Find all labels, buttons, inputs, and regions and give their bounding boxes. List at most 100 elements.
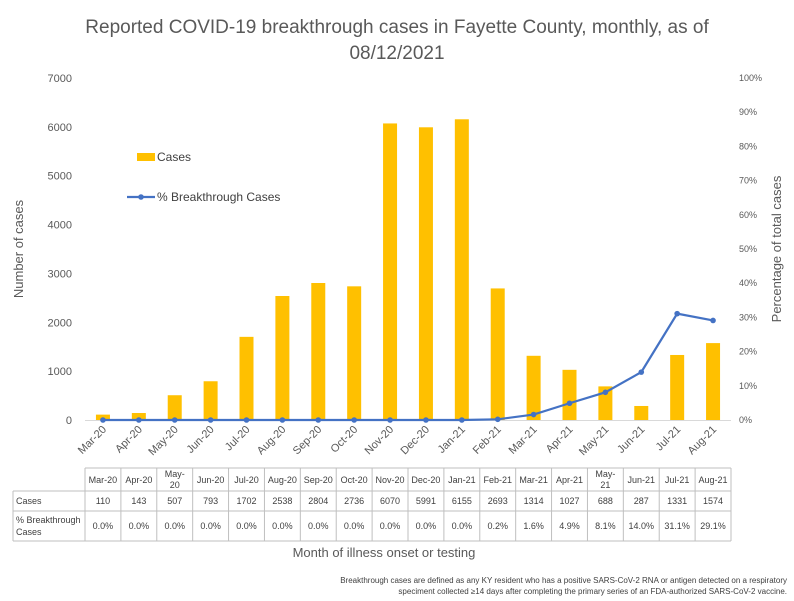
y-tick-label: 3000 xyxy=(48,268,72,280)
table-header-text: Jul-21 xyxy=(665,475,690,485)
point-Feb-21 xyxy=(494,416,501,423)
table-header-cell: Feb-21 xyxy=(483,475,512,485)
bar-Jun-20 xyxy=(203,381,218,420)
table-cell: 0.0% xyxy=(93,521,114,531)
table-cell: 143 xyxy=(131,496,146,506)
y-axis-title: Number of cases xyxy=(11,199,26,298)
bar-Jul-21 xyxy=(670,354,685,420)
point-Jul-20 xyxy=(243,417,250,423)
table-header-cell: Jun-21 xyxy=(628,475,656,485)
table-header-text: Mar-20 xyxy=(89,475,118,485)
chart-title: Reported COVID-19 breakthrough cases in … xyxy=(85,17,709,64)
x-tick-label: Oct-20 xyxy=(328,424,360,456)
y-tick-label: 6000 xyxy=(48,122,72,134)
table-cell: 1702 xyxy=(236,496,256,506)
footnote-line: speciment collected ≥14 days after compl… xyxy=(398,587,787,596)
table-cell: 0.0% xyxy=(416,521,437,531)
footnote: Breakthrough cases are defined as any KY… xyxy=(340,576,787,596)
y-tick-label: 2000 xyxy=(48,317,72,329)
point-Jun-20 xyxy=(207,417,214,423)
table-cell: 1314 xyxy=(524,496,544,506)
table-cell: 0.0% xyxy=(308,521,329,531)
table-header-cell: Jan-21 xyxy=(448,475,476,485)
bar-Mar-21 xyxy=(526,355,541,420)
footnote-line: Breakthrough cases are defined as any KY… xyxy=(340,576,787,585)
table-header-text: Mar-21 xyxy=(519,475,548,485)
table-header-cell: Sep-20 xyxy=(304,475,333,485)
bar-Feb-21 xyxy=(490,288,505,420)
point-Nov-20 xyxy=(387,417,393,423)
legend-label-cases: Cases xyxy=(157,150,191,164)
table-row-label: Cases xyxy=(16,496,42,506)
table-cell: 2736 xyxy=(344,496,364,506)
breakthrough-line xyxy=(102,312,714,422)
table-header-cell: Nov-20 xyxy=(376,475,405,485)
y-tick-label: 1000 xyxy=(48,366,72,378)
x-tick-label: Jul-21 xyxy=(654,424,684,454)
table-cell: 1574 xyxy=(703,496,723,506)
table-cell: 0.0% xyxy=(164,521,185,531)
bar-series-cases xyxy=(95,119,721,421)
table-row: Cases 110 143 507 793 1702 2538 2804 2736 6070 599… xyxy=(16,496,723,506)
table-header-text: 21 xyxy=(600,480,610,490)
x-axis-title: Month of illness onset or testing xyxy=(293,545,476,560)
table-header-cell: Dec-20 xyxy=(411,475,440,485)
legend-item-cases: Cases xyxy=(137,150,191,164)
table-header-text: May- xyxy=(595,469,615,479)
table-header-cell: Jun-20 xyxy=(197,475,225,485)
bar-Jun-21 xyxy=(634,405,649,420)
table-cell: 0.0% xyxy=(272,521,293,531)
table-header-cell: Mar-20 xyxy=(89,475,118,485)
y2-tick-label: 80% xyxy=(739,141,757,151)
bar-Apr-21 xyxy=(562,369,577,420)
x-tick-label: Feb-21 xyxy=(471,424,504,457)
table-cell: 0.0% xyxy=(200,521,221,531)
point-Jan-21 xyxy=(459,417,465,423)
y2-tick-label: 30% xyxy=(739,312,757,322)
y2-tick-label: 20% xyxy=(739,347,757,357)
table-cell: 793 xyxy=(203,496,218,506)
table-header-text: Oct-20 xyxy=(341,475,368,485)
table-header-text: Apr-20 xyxy=(125,475,152,485)
table-header-text: Dec-20 xyxy=(411,475,440,485)
table-cell: 2693 xyxy=(488,496,508,506)
x-tick-label: Apr-20 xyxy=(113,424,145,456)
table-cell: 287 xyxy=(634,496,649,506)
point-Aug-20 xyxy=(279,417,286,423)
table-cell: 5991 xyxy=(416,496,436,506)
x-tick-label: Sep-20 xyxy=(291,424,325,458)
x-tick-label: Mar-20 xyxy=(76,424,109,457)
table-header-text: Sep-20 xyxy=(304,475,333,485)
table-header-cell: Apr-20 xyxy=(125,475,152,485)
y2-axis-title: Percentage of total cases xyxy=(769,175,784,322)
table-row: % Breakthrough Cases 0.0% 0.0% 0.0% 0.0% 0.0% 0… xyxy=(16,515,726,537)
y2-tick-label: 40% xyxy=(739,278,757,288)
bar-Aug-21 xyxy=(706,343,721,420)
table-cell: 110 xyxy=(96,496,110,506)
x-axis-ticks: Mar-20 Apr-20 May-20 Jun-20 Jul-20 Aug-20 Sep-… xyxy=(76,424,719,458)
y-tick-label: 4000 xyxy=(48,220,72,232)
point-Mar-20 xyxy=(100,417,106,423)
table-cell: 29.1% xyxy=(700,521,726,531)
point-Aug-21 xyxy=(710,317,716,324)
table-header-text: Jan-21 xyxy=(448,475,476,485)
x-tick-label: Aug-21 xyxy=(686,424,720,458)
point-Mar-21 xyxy=(530,411,537,418)
table-cell: 6070 xyxy=(380,496,400,506)
point-Dec-20 xyxy=(423,417,429,423)
table-cell: 14.0% xyxy=(629,521,655,531)
point-Sep-20 xyxy=(315,417,322,423)
x-tick-label: May-20 xyxy=(146,424,180,458)
point-Apr-20 xyxy=(136,417,142,423)
bar-Jan-21 xyxy=(454,119,469,420)
right-axis-ticks: 0% 10% 20% 30% 40% 50% 60% 70% 80% 90% 100% xyxy=(739,73,762,425)
point-May-21 xyxy=(602,389,609,396)
point-Jul-21 xyxy=(674,310,680,317)
table-cell: 0.0% xyxy=(129,521,150,531)
table-header-text: Apr-21 xyxy=(556,475,583,485)
x-tick-label: Dec-20 xyxy=(399,424,433,458)
table-header-cell: May-20 xyxy=(165,469,185,490)
table-cell: 1331 xyxy=(667,496,687,506)
